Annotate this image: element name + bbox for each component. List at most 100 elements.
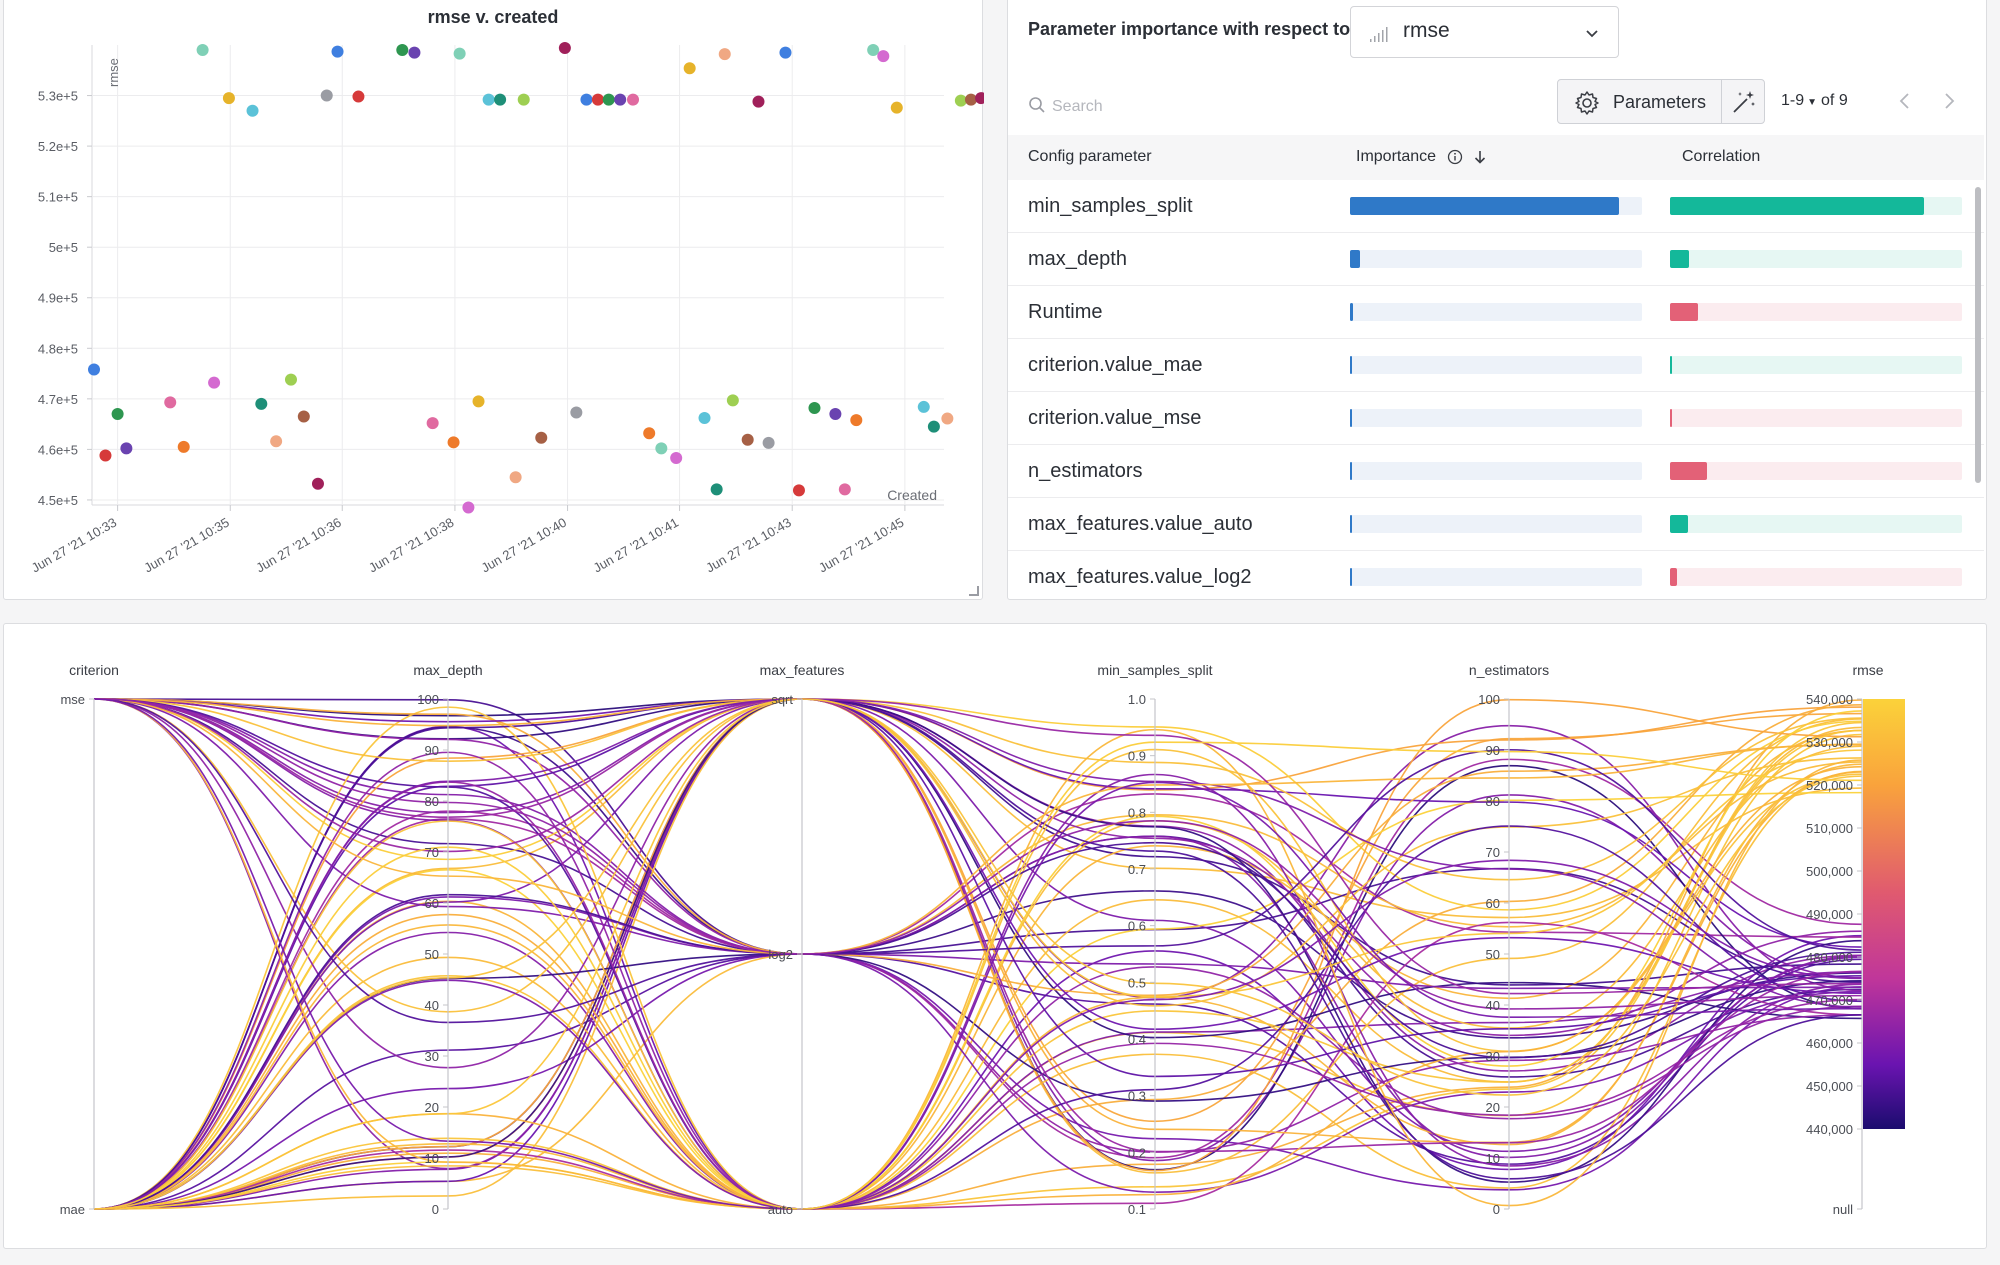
scatter-point[interactable] <box>472 395 485 408</box>
run-line[interactable] <box>93 698 1863 1024</box>
scatter-point[interactable] <box>517 93 530 106</box>
run-line[interactable] <box>93 698 1863 1210</box>
scatter-point[interactable] <box>196 44 209 57</box>
scatter-point[interactable] <box>99 449 112 462</box>
scatter-point[interactable] <box>164 396 177 409</box>
scatter-point[interactable] <box>482 93 495 106</box>
scatter-point[interactable] <box>752 95 765 108</box>
run-line[interactable] <box>93 896 1863 1210</box>
run-line[interactable] <box>93 698 1863 1210</box>
table-row[interactable]: criterion.value_mse <box>1008 393 1984 445</box>
scatter-point[interactable] <box>602 93 615 106</box>
run-line[interactable] <box>93 710 1863 1210</box>
axis-label[interactable]: n_estimators <box>1469 662 1549 678</box>
sort-arrow-down-icon[interactable] <box>1473 149 1487 165</box>
scatter-point[interactable] <box>779 46 792 59</box>
run-line[interactable] <box>93 698 1863 1159</box>
run-line[interactable] <box>93 698 1863 1210</box>
scatter-point[interactable] <box>558 42 571 55</box>
run-line[interactable] <box>93 698 1863 1013</box>
run-line[interactable] <box>93 859 1863 1210</box>
run-line[interactable] <box>93 698 1863 1210</box>
scatter-point[interactable] <box>877 50 890 63</box>
scatter-point[interactable] <box>396 44 409 57</box>
scatter-point[interactable] <box>494 93 507 106</box>
run-line[interactable] <box>93 698 1863 911</box>
scatter-point[interactable] <box>535 431 548 444</box>
run-line[interactable] <box>93 698 1863 990</box>
col-importance[interactable]: Importance <box>1356 148 1487 166</box>
chevron-left-icon[interactable] <box>1894 89 1916 113</box>
scatter-point[interactable] <box>614 93 627 106</box>
axis-label[interactable]: min_samples_split <box>1097 662 1212 678</box>
scatter-point[interactable] <box>408 46 421 59</box>
scatter-point[interactable] <box>762 436 775 449</box>
scatter-point[interactable] <box>829 408 842 421</box>
info-icon[interactable] <box>1447 149 1463 165</box>
scatter-point[interactable] <box>954 94 967 107</box>
scatter-point[interactable] <box>698 412 711 425</box>
axis-label[interactable]: max_depth <box>413 662 482 678</box>
scatter-point[interactable] <box>462 501 475 514</box>
run-line[interactable] <box>93 698 1863 1010</box>
run-line[interactable] <box>93 698 1863 1039</box>
scatter-point[interactable] <box>177 440 190 453</box>
scatter-point[interactable] <box>890 101 903 114</box>
scatter-point[interactable] <box>255 397 268 410</box>
scatter-point[interactable] <box>741 433 754 446</box>
run-line[interactable] <box>93 698 1863 1069</box>
scatter-point[interactable] <box>120 442 133 455</box>
scatter-point[interactable] <box>570 406 583 419</box>
table-row[interactable]: min_samples_split <box>1008 181 1984 233</box>
scatter-point[interactable] <box>941 412 954 425</box>
scatter-point[interactable] <box>270 435 283 448</box>
pager[interactable]: 1-9 ▼ of 9 <box>1781 92 1848 110</box>
run-line[interactable] <box>93 698 1863 984</box>
scatter-point[interactable] <box>591 93 604 106</box>
axis-label[interactable]: max_features <box>760 662 845 678</box>
metric-select[interactable]: rmse <box>1350 6 1619 58</box>
table-row[interactable]: max_depth <box>1008 234 1984 286</box>
run-line[interactable] <box>93 698 1863 1153</box>
parameters-button[interactable]: Parameters <box>1557 79 1722 124</box>
scatter-point[interactable] <box>917 400 930 413</box>
scatter-point[interactable] <box>453 47 466 60</box>
scatter-point[interactable] <box>964 93 977 106</box>
axis-label[interactable]: rmse <box>1852 662 1883 678</box>
run-line[interactable] <box>93 841 1863 1210</box>
scatter-point[interactable] <box>111 408 124 421</box>
run-line[interactable] <box>93 698 1863 1153</box>
run-line[interactable] <box>93 698 1863 995</box>
scatter-point[interactable] <box>718 48 731 61</box>
scatter-point[interactable] <box>331 45 344 58</box>
scatter-point[interactable] <box>246 104 259 117</box>
scatter-point[interactable] <box>426 417 439 430</box>
run-line[interactable] <box>93 706 1863 1210</box>
scatter-point[interactable] <box>352 90 365 103</box>
run-line[interactable] <box>93 953 1863 1210</box>
scatter-point[interactable] <box>297 410 310 423</box>
run-line[interactable] <box>93 931 1863 1210</box>
table-row[interactable]: n_estimators <box>1008 446 1984 498</box>
scatter-point[interactable] <box>222 92 235 105</box>
scatter-point[interactable] <box>208 376 221 389</box>
table-row[interactable]: max_features.value_auto <box>1008 499 1984 551</box>
scatter-point[interactable] <box>655 442 668 455</box>
auto-select-button[interactable] <box>1721 79 1765 124</box>
run-line[interactable] <box>93 704 1863 1210</box>
scatter-point[interactable] <box>808 401 821 414</box>
scatter-point[interactable] <box>670 451 683 464</box>
scatter-point[interactable] <box>975 92 984 105</box>
axis-label[interactable]: criterion <box>69 662 119 678</box>
scatter-point[interactable] <box>509 471 522 484</box>
run-line[interactable] <box>93 699 1863 1210</box>
scatter-point[interactable] <box>838 483 851 496</box>
run-line[interactable] <box>93 698 1863 1144</box>
scatter-point[interactable] <box>580 93 593 106</box>
scatter-point[interactable] <box>867 44 880 57</box>
col-config-parameter[interactable]: Config parameter <box>1028 148 1152 165</box>
scatter-point[interactable] <box>284 373 297 386</box>
col-correlation[interactable]: Correlation <box>1682 148 1761 165</box>
scatter-point[interactable] <box>683 62 696 75</box>
table-row[interactable]: max_features.value_log2 <box>1008 552 1984 599</box>
